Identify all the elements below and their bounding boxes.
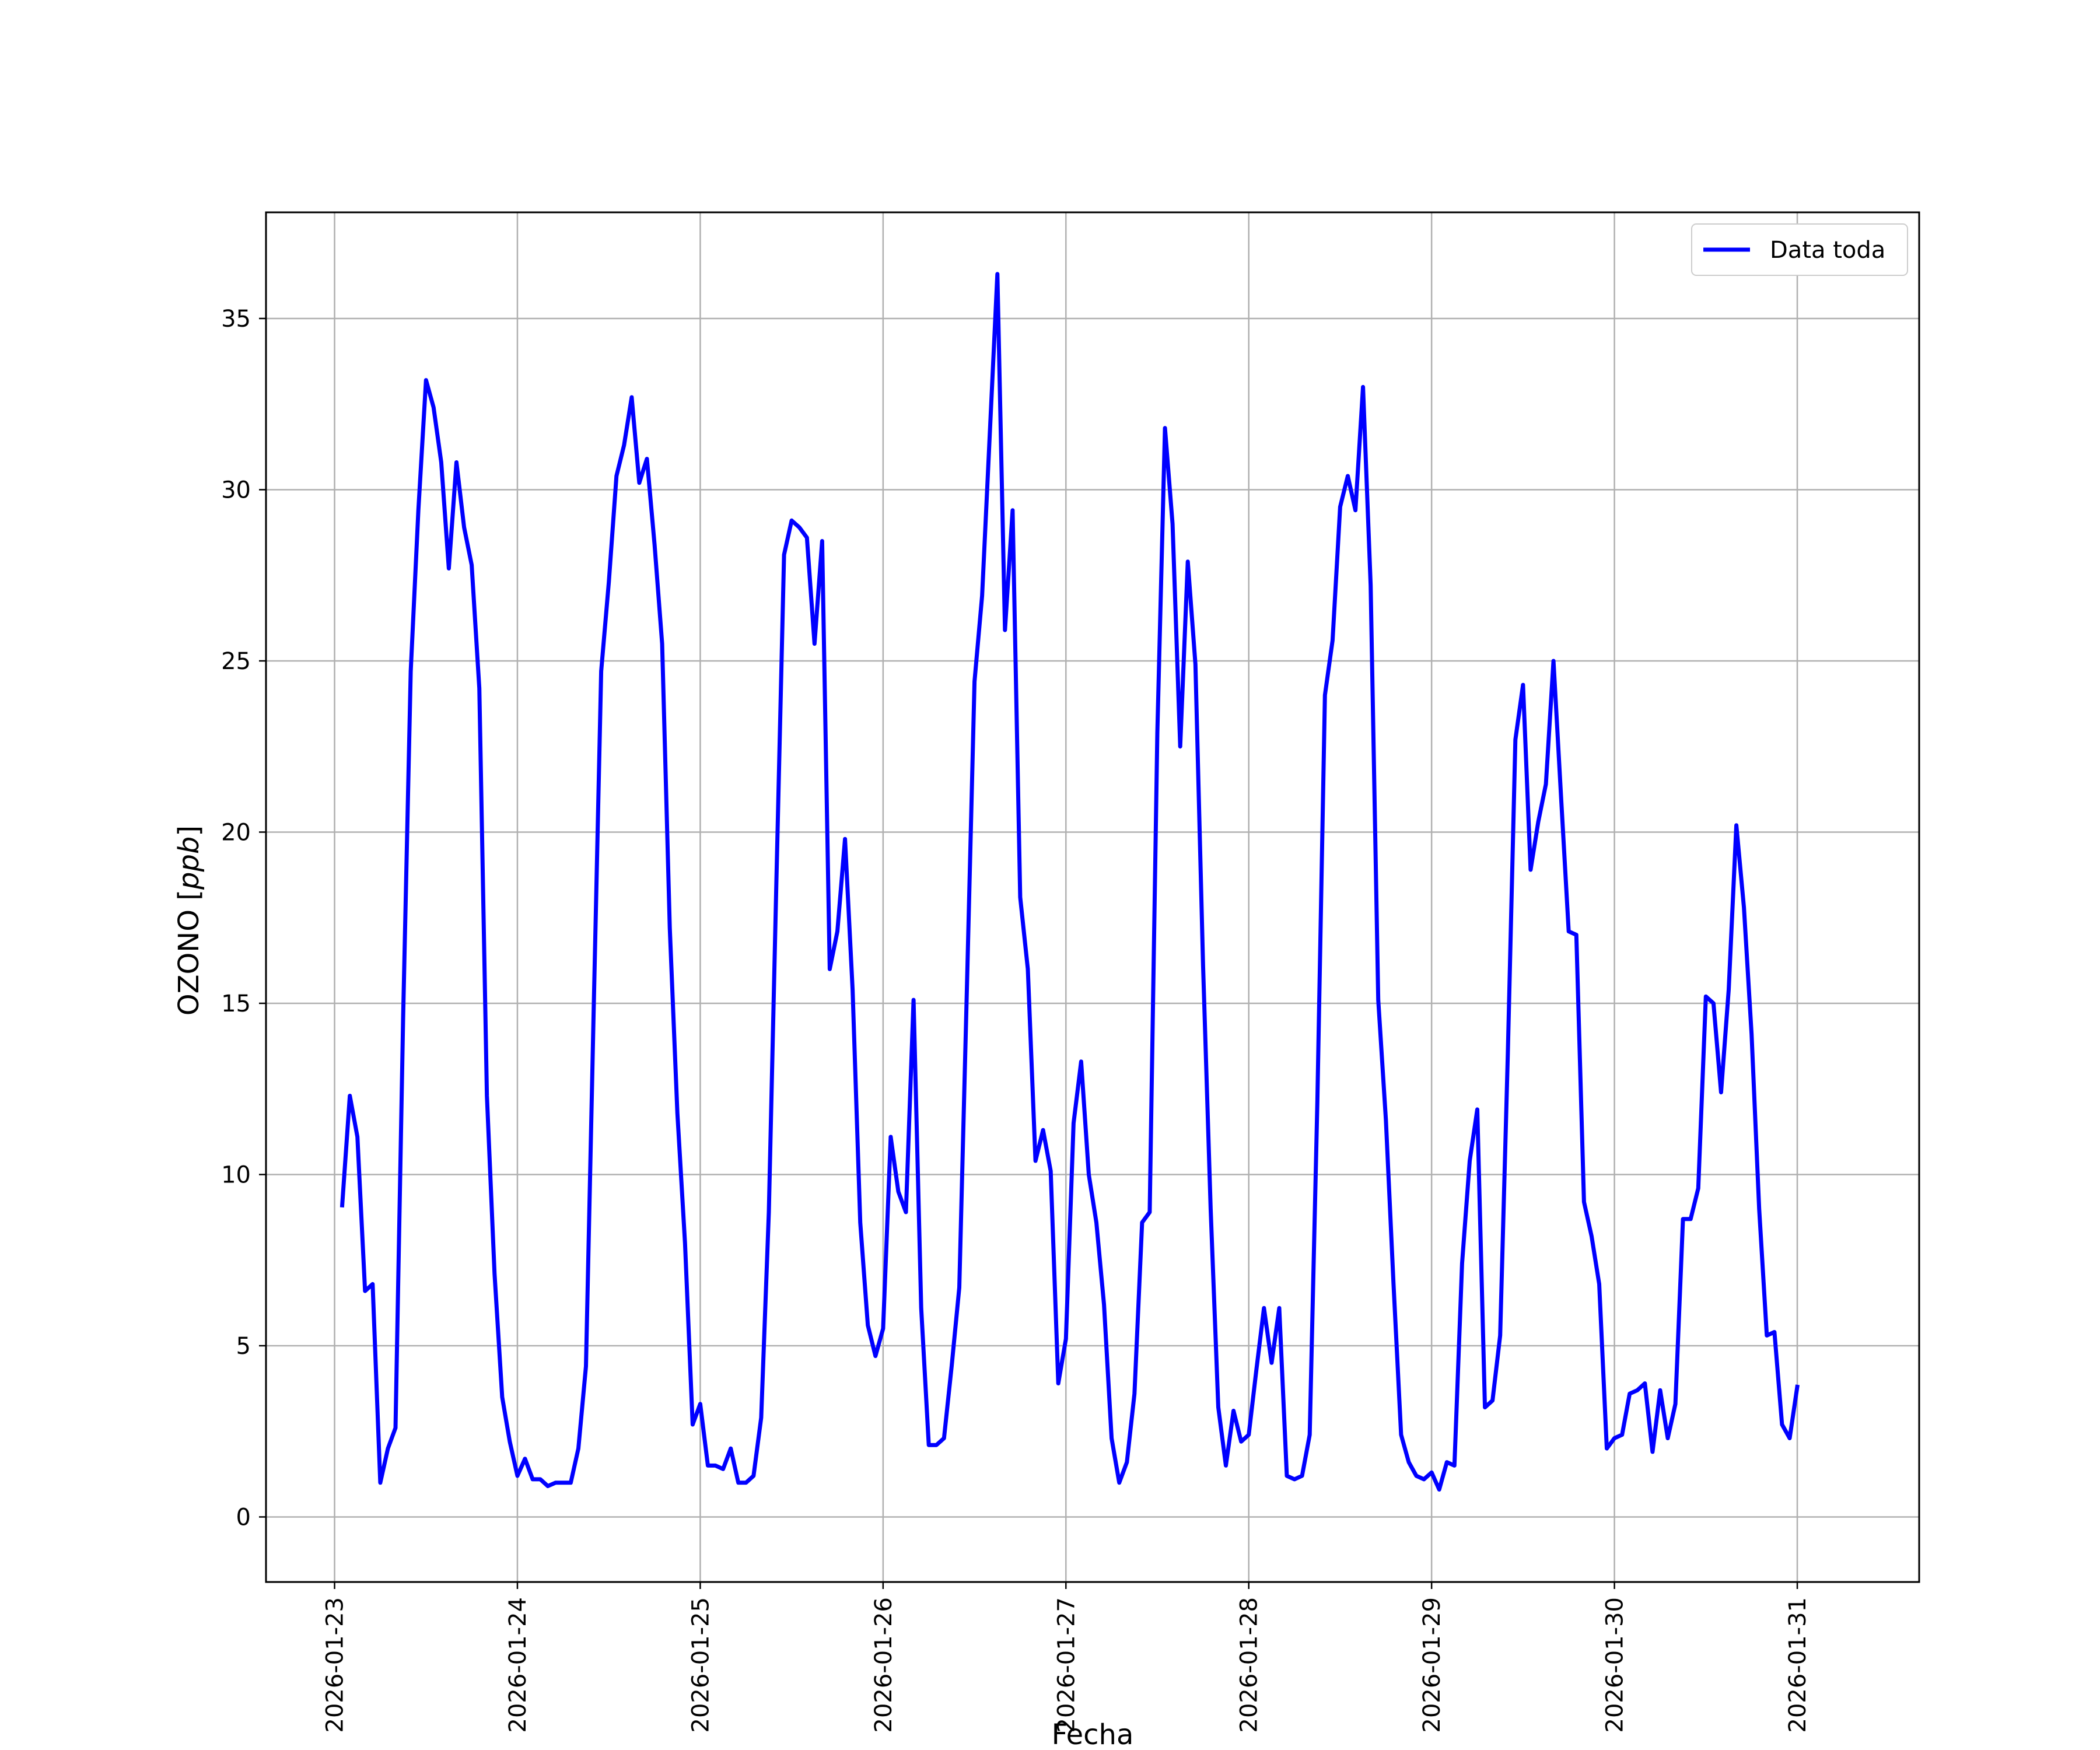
x-tick-label: 2026-01-29 [1419, 1597, 1446, 1732]
legend: Data toda [1691, 223, 1908, 276]
x-tick-label: 2026-01-24 [505, 1597, 531, 1732]
y-tick-label: 20 [221, 819, 251, 846]
series-line-0 [340, 272, 1800, 1492]
x-tick-label: 2026-01-27 [1053, 1597, 1080, 1732]
y-tick-label: 15 [221, 991, 251, 1017]
x-tick-label: 2026-01-31 [1784, 1597, 1811, 1732]
legend-label-data-toda: Data toda [1770, 237, 1885, 264]
grid-lines [266, 212, 1919, 1582]
x-axis-label: Fecha [1052, 1718, 1134, 1750]
y-axis-label: OZONO [ppb] [173, 825, 205, 1016]
legend-box [1691, 223, 1908, 276]
x-tick-label: 2026-01-23 [322, 1597, 349, 1732]
series-lines [340, 272, 1800, 1492]
y-tick-label: 35 [221, 306, 251, 332]
x-tick-label: 2026-01-30 [1602, 1597, 1629, 1732]
y-tick-label: 25 [221, 648, 251, 675]
y-axis-label-unit: ppb [173, 836, 205, 890]
plot-area-frame [265, 211, 1920, 1583]
y-tick-label: 0 [236, 1504, 251, 1531]
axis-ticks: 0 5 10 15 20 25 30 35 2026-01-23 2026-01-24 2026-0… [221, 306, 1811, 1732]
y-tick-label: 30 [221, 477, 251, 503]
x-tick-label: 2026-01-26 [870, 1597, 897, 1732]
y-axis-label-suffix: ] [173, 825, 205, 836]
y-tick-label: 10 [221, 1161, 251, 1188]
x-tick-label: 2026-01-28 [1236, 1597, 1263, 1732]
x-tick-label: 2026-01-25 [687, 1597, 714, 1732]
y-tick-label: 5 [236, 1333, 251, 1360]
y-axis-label-prefix: OZONO [ [173, 890, 205, 1016]
